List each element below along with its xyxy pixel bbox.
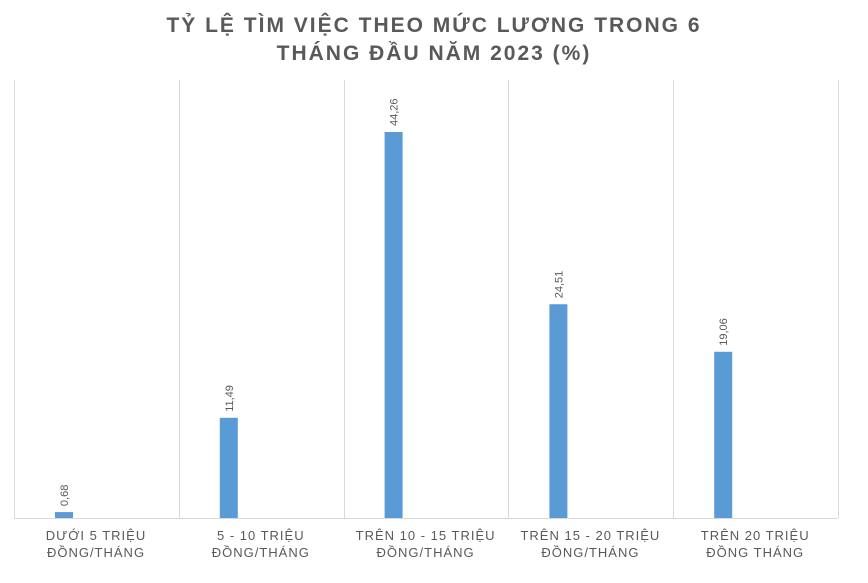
- bar: [384, 132, 403, 518]
- category-label: ĐỒNG/THÁNG: [212, 545, 310, 560]
- category-label: 5 - 10 TRIỆU: [217, 528, 305, 543]
- bar: [714, 351, 733, 518]
- data-label: 24,51: [553, 271, 565, 299]
- data-label: 11,49: [224, 385, 236, 412]
- chart-title-line-1: TỶ LỆ TÌM VIỆC THEO MỨC LƯƠNG TRONG 6: [166, 14, 702, 37]
- bar: [549, 304, 568, 518]
- category-label: DƯỚI 5 TRIỆU: [46, 528, 146, 543]
- category-label: ĐỒNG THÁNG: [706, 545, 804, 560]
- category-label: TRÊN 10 - 15 TRIỆU: [356, 528, 496, 543]
- data-label: 44,26: [389, 98, 401, 126]
- bar: [219, 417, 238, 518]
- category-label: ĐỒNG/THÁNG: [541, 545, 639, 560]
- data-label: 19,06: [718, 318, 730, 346]
- category-label: TRÊN 20 TRIỆU: [701, 528, 810, 543]
- chart-title-line-2: THÁNG ĐẦU NĂM 2023 (%): [276, 42, 592, 65]
- chart-title: TỶ LỆ TÌM VIỆC THEO MỨC LƯƠNG TRONG 6 TH…: [0, 12, 868, 68]
- category-label: TRÊN 15 - 20 TRIỆU: [520, 528, 660, 543]
- category-label: ĐỒNG/THÁNG: [377, 545, 475, 560]
- bar: [55, 512, 73, 518]
- category-label: ĐỒNG/THÁNG: [47, 545, 145, 560]
- data-label: 0,68: [59, 485, 71, 506]
